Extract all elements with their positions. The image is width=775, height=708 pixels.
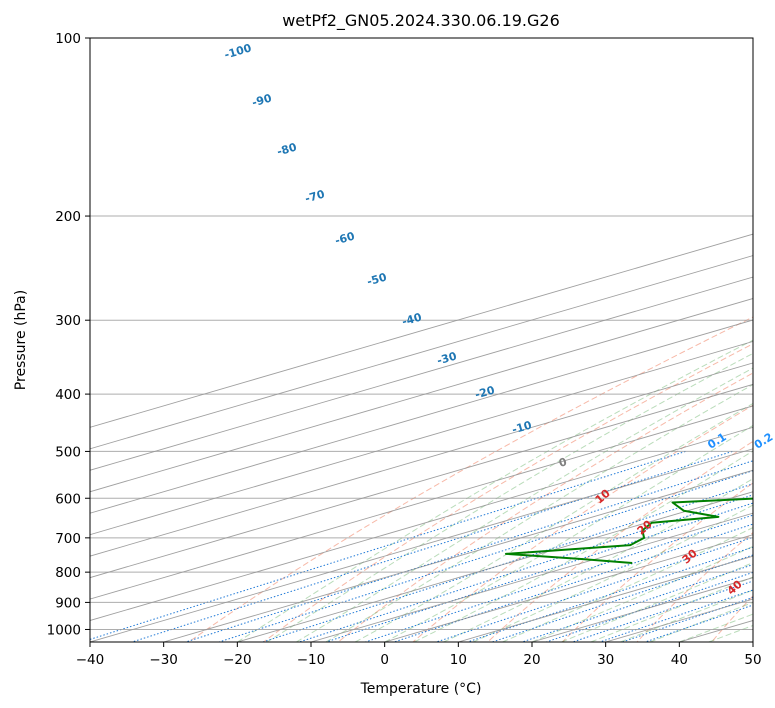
y-tick-label: 800 xyxy=(55,565,81,581)
dry-adiabat-line xyxy=(337,372,753,642)
y-tick-label: 500 xyxy=(55,444,81,460)
dry-adiabat-line xyxy=(263,343,753,642)
isotherm-label: -100 xyxy=(223,41,253,61)
moist-adiabat-line xyxy=(237,339,753,642)
x-tick-label: 30 xyxy=(597,652,614,668)
y-tick-label: 1000 xyxy=(47,622,81,638)
mixing-ratio-line xyxy=(599,589,753,642)
mixing-ratio-line xyxy=(546,571,753,642)
y-tick-label: 300 xyxy=(55,313,81,329)
moist-adiabat-line xyxy=(266,352,753,642)
dry-adiabat-line xyxy=(561,482,753,642)
dewpoint-profile-line xyxy=(504,497,753,564)
isotherm-label: -50 xyxy=(366,270,389,288)
y-tick-label: 900 xyxy=(55,595,81,611)
y-axis-label: Pressure (hPa) xyxy=(13,290,29,390)
plot-frame xyxy=(89,37,754,643)
dry-adiabat-label: 30 xyxy=(680,546,700,566)
x-tick-label: 20 xyxy=(523,652,540,668)
mixing-ratio-line xyxy=(90,450,686,640)
y-tick-label: 600 xyxy=(55,491,81,507)
x-tick-label: 10 xyxy=(450,652,467,668)
x-tick-label: 50 xyxy=(744,652,761,668)
moist-adiabat-line xyxy=(590,576,753,642)
x-tick-label: −10 xyxy=(297,652,326,668)
x-tick-label: 0 xyxy=(380,652,389,668)
moist-adiabat-line xyxy=(354,402,753,642)
isotherm-line xyxy=(90,319,753,514)
background-lines-layer xyxy=(90,233,753,642)
chart-title: wetPf2_GN05.2024.330.06.19.G26 xyxy=(282,11,560,31)
mixing-ratio-line xyxy=(325,502,753,642)
isotherm-line xyxy=(90,255,753,450)
x-tick-label: −30 xyxy=(149,652,178,668)
isotherm-line xyxy=(458,555,753,642)
moist-adiabat-line xyxy=(502,527,753,642)
x-axis-label: Temperature (°C) xyxy=(360,681,482,697)
isotherm-line xyxy=(384,534,753,642)
isotherm-line xyxy=(90,340,753,536)
isotherm-line xyxy=(90,426,753,621)
isotherm-line xyxy=(90,448,753,642)
profile-lines-layer xyxy=(504,497,753,564)
isotherm-label: -30 xyxy=(436,349,459,367)
isotherm-line xyxy=(90,276,753,471)
y-tick-label: 700 xyxy=(55,531,81,547)
x-tick-label: −40 xyxy=(76,652,105,668)
isotherm-label: -70 xyxy=(304,187,327,205)
isotherm-label: -60 xyxy=(334,229,357,247)
isotherm-line xyxy=(310,512,753,642)
mixing-ratio-line xyxy=(262,483,753,642)
mixing-ratio-label: 0.1 xyxy=(705,430,728,451)
y-tick-label: 200 xyxy=(55,209,81,225)
moist-adiabat-line xyxy=(325,383,753,642)
isotherm-label: -40 xyxy=(401,310,424,328)
dry-adiabat-line xyxy=(188,316,753,642)
isotherm-label-zero: 0 xyxy=(557,455,568,470)
mixing-ratio-label: 0.2 xyxy=(752,430,775,451)
dry-adiabat-line xyxy=(412,404,753,642)
isotherm-line xyxy=(237,491,753,642)
isotherm-line xyxy=(90,405,753,600)
mixing-ratio-line xyxy=(185,460,753,642)
y-tick-label: 100 xyxy=(55,31,81,47)
grid-layer xyxy=(90,38,753,630)
dry-adiabat-line xyxy=(487,440,753,642)
dry-adiabat-line xyxy=(711,595,753,642)
mixing-ratio-line xyxy=(218,470,753,642)
mixing-ratio-line xyxy=(131,450,733,642)
isotherm-line xyxy=(90,298,753,493)
moist-adiabat-line xyxy=(620,589,753,642)
x-tick-label: −20 xyxy=(223,652,252,668)
isotherm-line xyxy=(90,383,753,579)
isotherm-label: -80 xyxy=(276,140,299,158)
moist-adiabat-line xyxy=(561,562,753,642)
mixing-ratio-line xyxy=(644,604,753,642)
isotherm-label: -90 xyxy=(251,91,274,109)
x-tick-label: 40 xyxy=(671,652,688,668)
isotherm-label: -10 xyxy=(511,418,534,436)
isotherm-line xyxy=(752,641,753,642)
dry-adiabat-label: 10 xyxy=(593,486,613,506)
isotherm-line xyxy=(90,362,753,557)
y-tick-label: 400 xyxy=(55,387,81,403)
isotherm-line xyxy=(90,233,753,428)
axes-layer: −40 −30 −20 −10 0 10 20 30 40 5010020030040050060… xyxy=(47,31,762,668)
isotherm-label: -20 xyxy=(474,383,497,401)
moist-adiabat-line xyxy=(384,424,753,642)
isotherm-line xyxy=(163,469,753,642)
